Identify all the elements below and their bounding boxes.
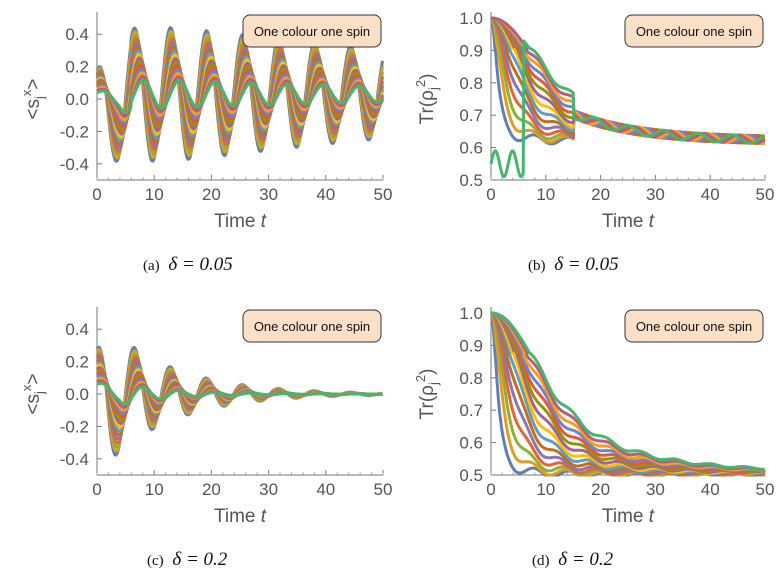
y-axis-label: <sjx> — [19, 78, 47, 119]
chart-b: 0 10 20 30 40 50 0.5 0.6 0.7 0.8 0.9 1.0 Time t Tr(ρj… — [413, 9, 775, 232]
y-tick-label: 0.7 — [459, 401, 483, 420]
caption-a-label: (a) — [143, 258, 160, 274]
x-tick-label: 20 — [591, 480, 610, 499]
x-tick-label: 50 — [756, 480, 775, 499]
x-tick-label: 50 — [756, 185, 775, 204]
legend-text: One colour one spin — [636, 319, 752, 334]
x-tick-label: 50 — [374, 480, 393, 499]
x-tick-label: 10 — [145, 185, 164, 204]
y-tick-label: 1.0 — [459, 9, 483, 28]
y-tick-label: 0.9 — [459, 336, 483, 355]
x-tick-label: 40 — [701, 480, 720, 499]
caption-b-label: (b) — [528, 258, 546, 274]
x-tick-label: 40 — [316, 185, 335, 204]
x-tick-label: 20 — [591, 185, 610, 204]
legend-text: One colour one spin — [254, 319, 370, 334]
y-axis-label: Tr(ρj2) — [413, 74, 441, 125]
caption-b-math: δ = 0.05 — [554, 254, 619, 275]
y-tick-label: -0.4 — [60, 155, 89, 174]
y-axis-label: <sjx> — [19, 373, 47, 414]
chart-a: 0 10 20 30 40 50 -0.4 -0.2 0.0 0.2 0.4 Time t <sjx> O… — [19, 12, 393, 232]
y-tick-label: 0.0 — [65, 385, 89, 404]
series-line — [489, 39, 766, 179]
chart-c: 0 10 20 30 40 50 -0.4 -0.2 0.0 0.2 0.4 Time t <sjx> O… — [19, 307, 393, 527]
x-tick-label: 0 — [486, 480, 495, 499]
y-tick-label: 0.8 — [459, 369, 483, 388]
caption-b: (b) δ = 0.05 — [528, 254, 619, 276]
series-group — [95, 345, 384, 457]
x-tick-label: 50 — [374, 185, 393, 204]
x-axis-label: Time t — [214, 211, 267, 232]
x-tick-label: 10 — [145, 480, 164, 499]
panel-b: 0 10 20 30 40 50 0.5 0.6 0.7 0.8 0.9 1.0 Time t Tr(ρj… — [392, 0, 783, 250]
caption-a-math: δ = 0.05 — [168, 254, 233, 275]
y-tick-label: 0.2 — [65, 353, 89, 372]
y-tick-label: 0.8 — [459, 74, 483, 93]
chart-d: 0 10 20 30 40 50 0.5 0.6 0.7 0.8 0.9 1.0 Time t Tr(ρj… — [413, 304, 775, 527]
y-tick-label: 0.5 — [459, 466, 483, 485]
x-tick-label: 40 — [316, 480, 335, 499]
series-group — [489, 16, 766, 179]
caption-c-label: (c) — [147, 553, 164, 569]
x-tick-label: 0 — [92, 185, 101, 204]
x-axis-label: Time t — [602, 211, 655, 232]
panel-c: 0 10 20 30 40 50 -0.4 -0.2 0.0 0.2 0.4 Time t <sjx> O… — [0, 295, 392, 545]
panel-d: 0 10 20 30 40 50 0.5 0.6 0.7 0.8 0.9 1.0 Time t Tr(ρj… — [392, 295, 783, 545]
panel-a: 0 10 20 30 40 50 -0.4 -0.2 0.0 0.2 0.4 Time t <sjx> O… — [0, 0, 392, 250]
x-tick-label: 0 — [486, 185, 495, 204]
x-tick-label: 10 — [536, 185, 555, 204]
x-tick-label: 20 — [202, 185, 221, 204]
caption-a: (a) δ = 0.05 — [143, 254, 233, 276]
series-group — [489, 311, 766, 477]
y-tick-label: 0.9 — [459, 41, 483, 60]
caption-d-math: δ = 0.2 — [558, 549, 614, 570]
y-axis-label: Tr(ρj2) — [413, 369, 441, 420]
caption-c-math: δ = 0.2 — [172, 549, 228, 570]
legend-box — [242, 14, 382, 48]
y-tick-label: 0.7 — [459, 106, 483, 125]
caption-d: (d) δ = 0.2 — [532, 549, 613, 571]
series-line — [96, 78, 384, 115]
caption-c: (c) δ = 0.2 — [147, 549, 227, 571]
y-tick-label: 0.0 — [65, 90, 89, 109]
series-group — [95, 26, 384, 163]
x-tick-label: 30 — [646, 185, 665, 204]
y-tick-label: -0.4 — [60, 450, 89, 469]
x-tick-label: 10 — [536, 480, 555, 499]
legend-box — [242, 309, 382, 343]
y-tick-label: 0.5 — [459, 171, 483, 190]
legend-text: One colour one spin — [636, 24, 752, 39]
y-tick-label: 0.4 — [65, 25, 89, 44]
legend-text: One colour one spin — [254, 24, 370, 39]
series-line — [490, 311, 766, 471]
x-tick-label: 30 — [259, 185, 278, 204]
y-tick-label: 0.2 — [65, 58, 89, 77]
x-tick-label: 30 — [646, 480, 665, 499]
legend-box — [624, 309, 764, 343]
x-axis-label: Time t — [602, 506, 655, 527]
x-tick-label: 30 — [259, 480, 278, 499]
legend-box — [624, 14, 764, 48]
y-tick-label: 1.0 — [459, 304, 483, 323]
series-line — [96, 381, 384, 406]
series-line — [490, 16, 766, 145]
x-tick-label: 40 — [701, 185, 720, 204]
x-axis-label: Time t — [214, 506, 267, 527]
y-tick-label: 0.6 — [459, 434, 483, 453]
y-tick-label: 0.6 — [459, 139, 483, 158]
y-tick-label: 0.4 — [65, 320, 89, 339]
x-tick-label: 0 — [92, 480, 101, 499]
x-tick-label: 20 — [202, 480, 221, 499]
y-tick-label: -0.2 — [60, 417, 89, 436]
y-tick-label: -0.2 — [60, 122, 89, 141]
caption-d-label: (d) — [532, 553, 550, 569]
